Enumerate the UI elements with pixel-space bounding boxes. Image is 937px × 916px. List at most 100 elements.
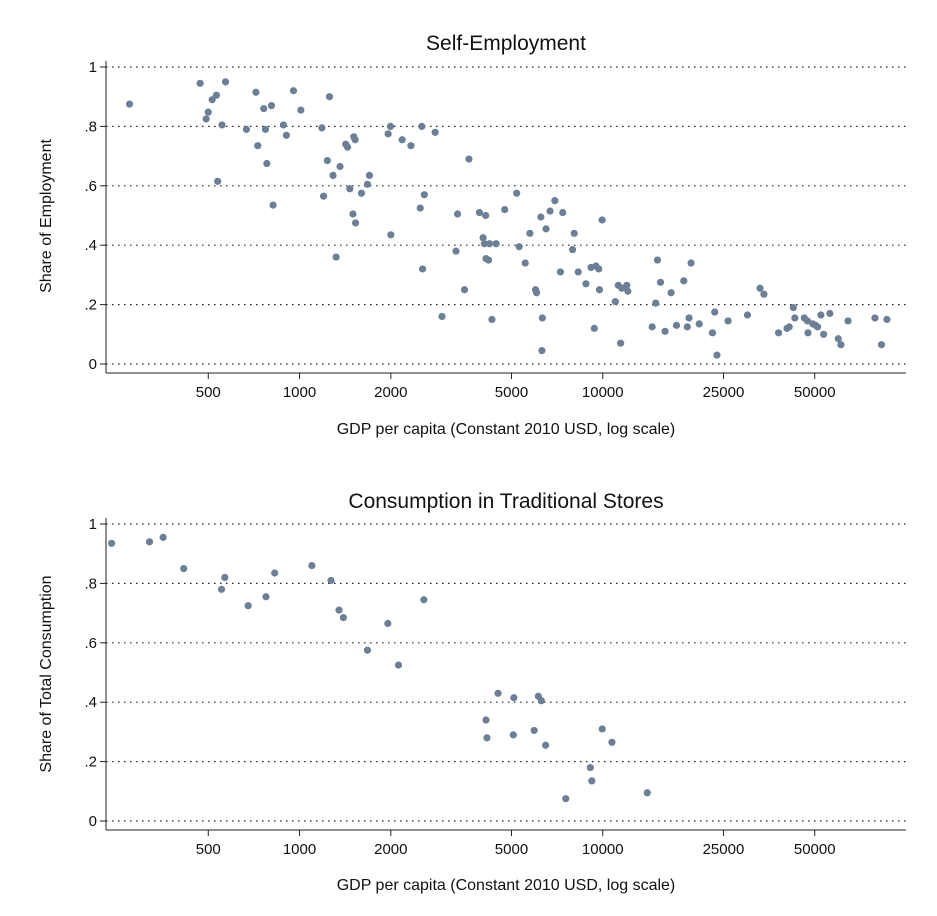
data-point [212, 91, 221, 99]
data-point [624, 287, 632, 295]
data-point [785, 323, 793, 331]
data-point [335, 606, 343, 614]
traditional-stores-panel: Consumption in Traditional Stores Share … [38, 490, 906, 894]
x-axis-label: GDP per capita (Constant 2010 USD, log s… [337, 421, 676, 438]
self-employment-panel: Self-Employment Share of Employment GDP … [38, 32, 906, 438]
data-point [556, 268, 565, 276]
data-point [332, 253, 340, 261]
x-tick-label: 10000 [582, 384, 624, 401]
x-tick-label: 2000 [374, 384, 407, 401]
data-point [349, 210, 357, 218]
data-point [279, 121, 288, 129]
data-point [574, 268, 582, 276]
data-point [834, 335, 842, 343]
y-tick-label: .4 [84, 694, 97, 711]
data-point [420, 191, 428, 199]
x-tick-label: 5000 [495, 841, 528, 858]
data-point [329, 171, 337, 180]
data-point [743, 311, 752, 319]
data-point [820, 330, 828, 338]
data-point [542, 741, 550, 749]
data-point [482, 211, 490, 220]
data-point [460, 286, 469, 294]
data-point [108, 539, 116, 547]
data-point [289, 87, 298, 95]
data-point [501, 205, 509, 214]
y-tick-label: 0 [89, 356, 97, 373]
data-point [282, 131, 290, 139]
data-point [214, 177, 222, 185]
data-point [363, 180, 372, 188]
data-point [537, 697, 545, 705]
data-point [308, 561, 316, 570]
data-point [803, 317, 812, 325]
data-point [791, 314, 799, 322]
data-point [386, 122, 395, 130]
data-point [438, 312, 446, 321]
data-point [343, 143, 352, 151]
x-tick-label: 1000 [283, 841, 316, 858]
data-point [260, 104, 268, 113]
data-point [480, 240, 488, 248]
data-point [837, 341, 845, 349]
y-tick-label: .2 [84, 297, 97, 314]
data-point [494, 689, 502, 697]
data-point [570, 229, 578, 237]
data-point [204, 108, 212, 116]
data-point [595, 286, 604, 294]
data-point [551, 197, 559, 205]
data-point [756, 284, 764, 292]
data-point [159, 533, 167, 541]
y-axis-label: Share of Total Consumption [38, 575, 55, 772]
data-point [145, 538, 154, 546]
data-point [711, 308, 719, 316]
data-point [509, 731, 517, 739]
y-axis-label: Share of Employment [38, 139, 55, 293]
data-point [653, 256, 662, 264]
data-point [530, 726, 538, 735]
data-point [418, 122, 426, 130]
data-point [661, 327, 669, 335]
data-point [521, 259, 529, 267]
data-point [346, 185, 354, 193]
y-tick-label: 1 [89, 59, 97, 76]
data-point [537, 213, 545, 221]
data-point [485, 240, 494, 248]
x-tick-label: 25000 [703, 384, 745, 401]
data-point [656, 278, 665, 286]
data-point [883, 315, 891, 324]
data-point [242, 125, 251, 133]
data-point [252, 88, 260, 96]
x-tick-label: 500 [196, 841, 221, 858]
chart-title: Consumption in Traditional Stores [348, 490, 663, 513]
data-point [510, 694, 518, 702]
data-point [262, 593, 270, 601]
data-point [482, 716, 490, 724]
data-point [221, 573, 229, 582]
data-point [218, 121, 226, 129]
data-point [595, 265, 603, 273]
data-point [724, 317, 732, 325]
data-point [643, 789, 651, 797]
data-point [826, 309, 834, 318]
data-point [452, 247, 460, 255]
data-point [202, 115, 210, 123]
data-point [418, 265, 427, 273]
data-point [568, 246, 577, 254]
data-point [484, 256, 493, 264]
data-point [244, 602, 252, 610]
data-point [221, 78, 230, 86]
x-tick-label: 2000 [374, 841, 407, 858]
data-point [483, 734, 491, 742]
data-point [416, 204, 424, 212]
data-point [488, 315, 496, 324]
data-point [542, 225, 550, 233]
data-point [774, 329, 783, 337]
data-point [453, 210, 462, 218]
data-point [648, 323, 656, 331]
data-point [271, 569, 279, 577]
x-tick-label: 10000 [582, 841, 624, 858]
data-point [492, 240, 500, 248]
y-tick-label: 1 [89, 516, 97, 533]
